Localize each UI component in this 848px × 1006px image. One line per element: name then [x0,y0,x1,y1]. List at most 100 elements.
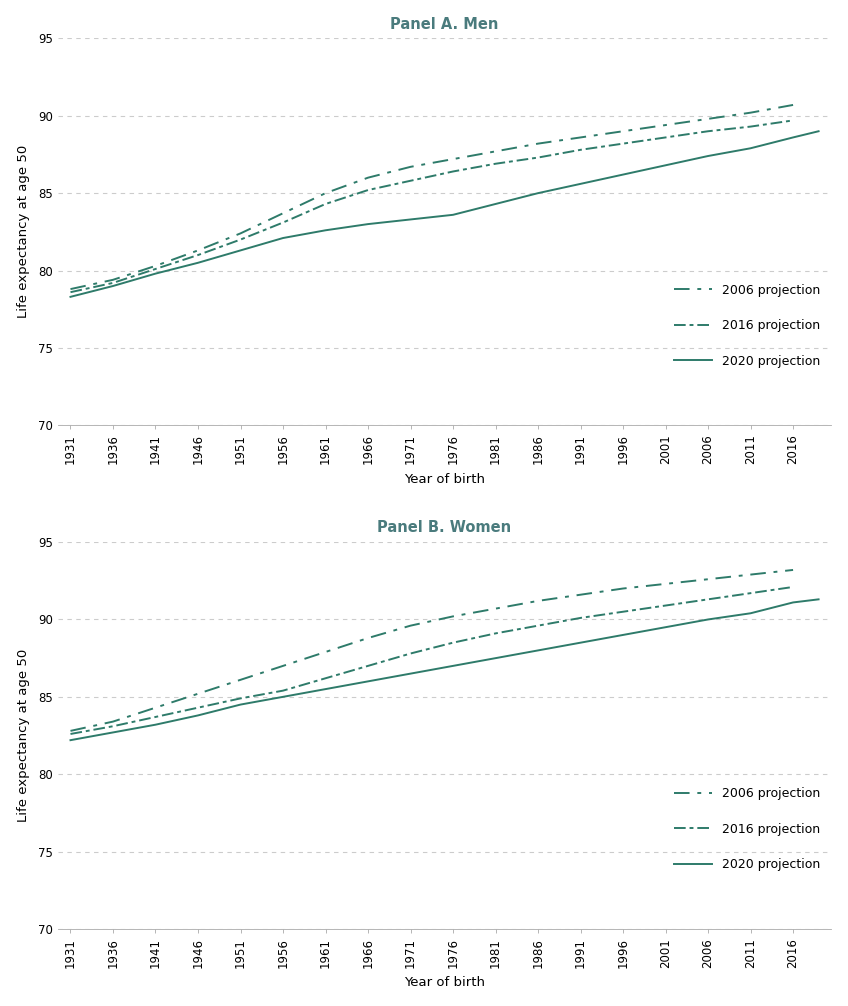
2006 projection [236,227,246,239]
2006 projection [278,207,288,219]
2020 projection [236,698,246,710]
2006 projection [576,589,586,601]
2016 projection [576,144,586,156]
2020 projection [363,675,373,687]
2016 projection [405,648,416,660]
2006 projection [150,260,160,272]
2016 projection [661,600,671,612]
2016 projection [278,216,288,228]
2006 projection [108,274,118,286]
2020 projection [150,718,160,730]
2016 projection [236,692,246,704]
2020 projection [576,637,586,649]
2006 projection [618,125,628,137]
2020 projection [703,614,713,626]
2016 projection [788,580,798,593]
2006 projection [576,132,586,144]
Line: 2016 projection: 2016 projection [70,121,793,292]
2020 projection [321,683,331,695]
2020 projection [108,726,118,738]
2020 projection [661,621,671,633]
2020 projection [363,218,373,230]
2020 projection [745,142,756,154]
Title: Panel A. Men: Panel A. Men [390,17,499,31]
2006 projection [363,172,373,184]
2006 projection [448,611,458,623]
2020 projection [192,257,203,269]
2020 projection [745,608,756,620]
2020 projection [236,244,246,257]
Legend: 2006 projection, 2016 projection, 2020 projection: 2006 projection, 2016 projection, 2020 p… [669,279,825,372]
2020 projection [813,125,823,137]
2020 projection [813,594,823,606]
2006 projection [448,153,458,165]
2006 projection [661,119,671,131]
2016 projection [533,620,543,632]
2016 projection [745,588,756,600]
2006 projection [745,107,756,119]
2020 projection [448,209,458,221]
2016 projection [661,132,671,144]
2006 projection [533,138,543,150]
2020 projection [788,597,798,609]
2020 projection [618,169,628,181]
Line: 2020 projection: 2020 projection [70,600,818,740]
Legend: 2006 projection, 2016 projection, 2020 projection: 2006 projection, 2016 projection, 2020 p… [669,783,825,876]
2016 projection [236,233,246,245]
2020 projection [576,178,586,190]
2006 projection [236,674,246,686]
2016 projection [150,263,160,275]
2020 projection [661,159,671,171]
2020 projection [405,213,416,225]
2016 projection [150,711,160,723]
2016 projection [490,158,500,170]
2020 projection [618,629,628,641]
2006 projection [192,688,203,700]
Line: 2006 projection: 2006 projection [70,570,793,731]
2016 projection [108,277,118,289]
2016 projection [363,184,373,196]
2020 projection [65,734,75,746]
2020 projection [490,652,500,664]
2016 projection [788,115,798,127]
2016 projection [65,728,75,740]
2016 projection [192,701,203,713]
2006 projection [278,660,288,672]
2006 projection [150,701,160,713]
2006 projection [321,187,331,199]
Y-axis label: Life expectancy at age 50: Life expectancy at age 50 [17,649,30,822]
2006 projection [321,646,331,658]
2020 projection [321,224,331,236]
2016 projection [448,165,458,177]
2020 projection [703,150,713,162]
2016 projection [490,628,500,640]
2020 projection [490,198,500,210]
2020 projection [405,668,416,680]
Line: 2016 projection: 2016 projection [70,586,793,734]
2020 projection [788,132,798,144]
2016 projection [618,606,628,618]
2020 projection [448,660,458,672]
2006 projection [703,113,713,125]
2006 projection [363,632,373,644]
2006 projection [788,99,798,111]
2016 projection [321,198,331,210]
2016 projection [448,637,458,649]
2016 projection [745,121,756,133]
2016 projection [405,175,416,187]
2006 projection [192,244,203,257]
2006 projection [788,564,798,576]
2020 projection [533,187,543,199]
2006 projection [490,603,500,615]
2016 projection [576,612,586,624]
2016 projection [533,152,543,164]
2006 projection [745,568,756,580]
2016 projection [618,138,628,150]
X-axis label: Year of birth: Year of birth [404,977,485,989]
2016 projection [192,249,203,262]
Y-axis label: Life expectancy at age 50: Life expectancy at age 50 [17,145,30,319]
2016 projection [363,660,373,672]
2006 projection [703,573,713,585]
Line: 2006 projection: 2006 projection [70,105,793,289]
2016 projection [321,672,331,684]
